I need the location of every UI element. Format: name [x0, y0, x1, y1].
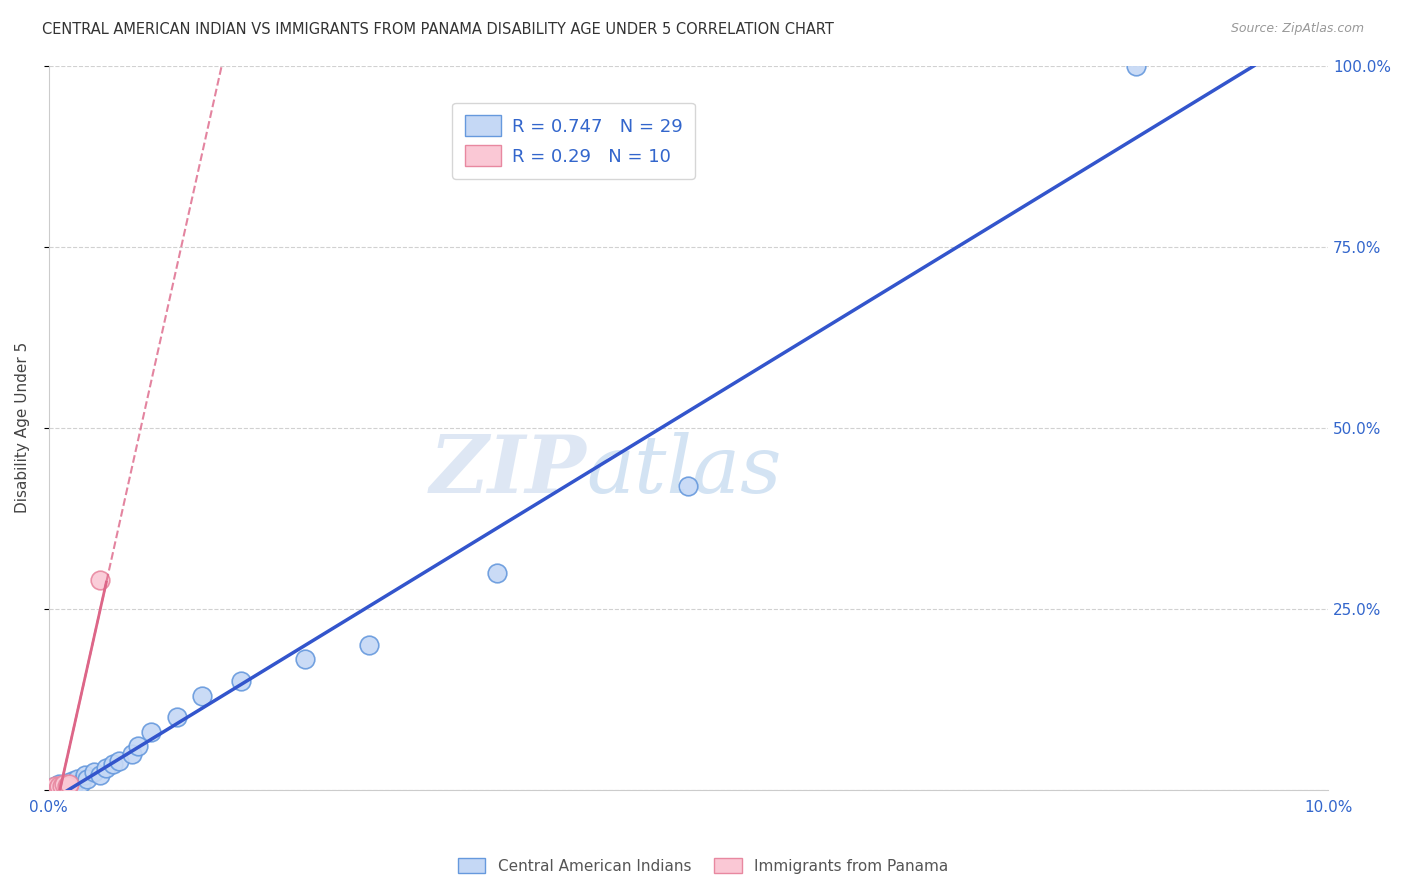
Text: ZIP: ZIP	[429, 433, 586, 510]
Text: CENTRAL AMERICAN INDIAN VS IMMIGRANTS FROM PANAMA DISABILITY AGE UNDER 5 CORRELA: CENTRAL AMERICAN INDIAN VS IMMIGRANTS FR…	[42, 22, 834, 37]
Point	[55, 775, 77, 789]
Point	[127, 739, 149, 754]
Point	[89, 768, 111, 782]
Point	[1125, 59, 1147, 73]
Y-axis label: Disability Age Under 5: Disability Age Under 5	[15, 343, 30, 513]
Point	[51, 780, 73, 794]
Point	[76, 772, 98, 786]
Legend: R = 0.747   N = 29, R = 0.29   N = 10: R = 0.747 N = 29, R = 0.29 N = 10	[451, 103, 695, 178]
Point	[485, 566, 508, 580]
Point	[191, 689, 214, 703]
Point	[121, 747, 143, 761]
Point	[96, 761, 118, 775]
Point	[48, 779, 70, 793]
Point	[357, 638, 380, 652]
Point	[89, 573, 111, 587]
Point	[44, 779, 66, 793]
Point	[53, 779, 76, 793]
Text: atlas: atlas	[586, 433, 782, 510]
Point	[53, 777, 76, 791]
Point	[294, 652, 316, 666]
Point	[108, 754, 131, 768]
Point	[63, 777, 86, 791]
Point	[48, 777, 70, 791]
Point	[46, 780, 69, 795]
Legend: Central American Indians, Immigrants from Panama: Central American Indians, Immigrants fro…	[451, 852, 955, 880]
Point	[46, 780, 69, 795]
Point	[44, 779, 66, 793]
Point	[73, 768, 96, 782]
Point	[58, 777, 80, 791]
Point	[139, 725, 162, 739]
Point	[83, 764, 105, 779]
Point	[60, 774, 83, 789]
Text: Source: ZipAtlas.com: Source: ZipAtlas.com	[1230, 22, 1364, 36]
Point	[229, 674, 252, 689]
Point	[55, 779, 77, 793]
Point	[101, 757, 124, 772]
Point	[51, 779, 73, 793]
Point	[41, 780, 63, 795]
Point	[678, 478, 700, 492]
Point	[56, 779, 79, 793]
Point	[166, 710, 188, 724]
Point	[69, 775, 91, 789]
Point	[56, 779, 79, 793]
Point	[66, 772, 89, 786]
